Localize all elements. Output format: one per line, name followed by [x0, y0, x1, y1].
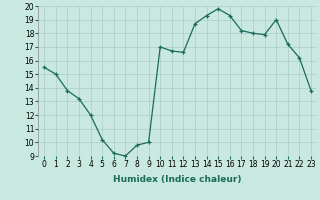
X-axis label: Humidex (Indice chaleur): Humidex (Indice chaleur): [113, 175, 242, 184]
